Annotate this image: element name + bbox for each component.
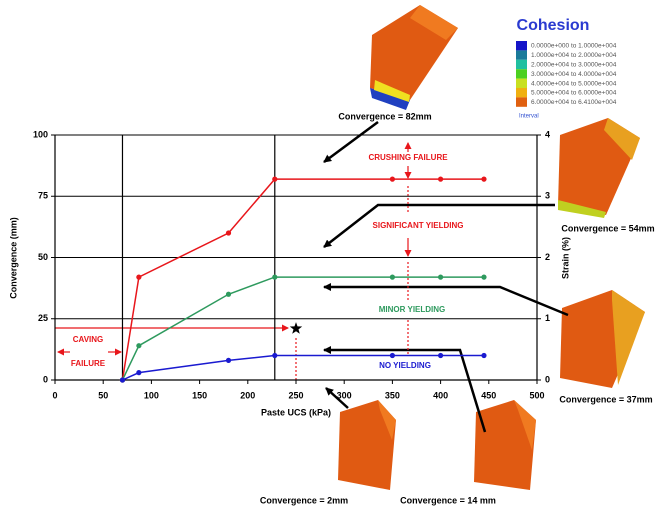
legend-swatch	[516, 41, 527, 51]
model-block	[370, 5, 458, 110]
data-point	[389, 274, 395, 280]
legend-swatch	[516, 50, 527, 60]
y-tick-label: 0	[43, 374, 48, 384]
legend-label: 4.0000e+004 to 5.0000e+004	[531, 80, 617, 87]
model-block	[558, 118, 640, 218]
y2-axis-label: Strain (%)	[560, 237, 570, 279]
x-tick-label: 50	[98, 390, 108, 400]
legend-note: Interval	[519, 114, 539, 120]
legend-title: Cohesion	[517, 17, 590, 34]
data-point	[438, 352, 444, 359]
caption: Convergence = 37mm	[559, 394, 652, 404]
legend-label: 2.0000e+004 to 3.0000e+004	[531, 62, 617, 69]
data-point	[272, 352, 278, 359]
y-axis-label: Convergence (mm)	[8, 217, 18, 299]
x-tick-label: 500	[529, 390, 544, 400]
data-point	[272, 274, 278, 280]
star-marker	[289, 322, 303, 334]
legend-label: 5.0000e+004 to 6.0000e+004	[531, 90, 617, 97]
y2-tick-label: 3	[545, 191, 550, 201]
data-point	[481, 274, 487, 280]
y2-tick-label: 0	[545, 374, 550, 384]
annotation: NO YIELDING	[379, 361, 431, 370]
data-point	[389, 176, 395, 182]
annotation: CAVING	[73, 335, 104, 344]
x-tick-label: 150	[192, 390, 207, 400]
x-tick-label: 300	[337, 390, 352, 400]
data-point	[119, 377, 126, 383]
x-tick-label: 450	[481, 390, 496, 400]
data-point	[136, 370, 142, 376]
annotation: FAILURE	[71, 359, 106, 368]
pointer-arrows	[323, 120, 569, 433]
caption: Convergence = 2mm	[260, 495, 348, 505]
model-block	[560, 290, 645, 388]
data-point	[225, 291, 232, 297]
data-point	[136, 274, 142, 280]
y2-tick-label: 4	[545, 129, 550, 139]
legend-swatch	[516, 88, 527, 98]
caption: Convergence = 14 mm	[400, 495, 496, 505]
legend-label: 6.0000e+004 to 6.4100e+004	[531, 99, 617, 106]
legend-swatch	[516, 97, 527, 107]
y-tick-label: 100	[33, 129, 48, 139]
y-tick-label: 75	[38, 191, 48, 201]
y-tick-label: 25	[38, 313, 48, 323]
model-block	[474, 400, 536, 490]
legend-label: 0.0000e+000 to 1.0000e+004	[531, 43, 617, 50]
annotation: CRUSHING FAILURE	[368, 153, 448, 162]
legend-label: 1.0000e+004 to 2.0000e+004	[531, 52, 617, 59]
data-point	[389, 352, 395, 359]
data-point	[481, 352, 487, 359]
legend-swatch	[516, 59, 527, 70]
data-point	[272, 176, 278, 182]
annotation: SIGNIFICANT YIELDING	[373, 221, 464, 230]
legend-swatch	[516, 78, 527, 88]
x-tick-label: 100	[144, 390, 159, 400]
model-block	[338, 400, 396, 490]
x-axis-label: Paste UCS (kPa)	[261, 407, 331, 417]
data-point	[225, 230, 232, 236]
y-tick-label: 50	[38, 252, 48, 262]
caption: Convergence = 82mm	[338, 111, 431, 121]
x-tick-label: 200	[240, 390, 255, 400]
data-point	[438, 176, 444, 182]
y2-tick-label: 2	[545, 252, 550, 262]
annotation: MINOR YIELDING	[379, 305, 446, 314]
legend-swatch	[516, 69, 527, 79]
caption: Convergence = 54mm	[561, 223, 654, 233]
x-tick-label: 250	[288, 390, 303, 400]
guide-arrows	[55, 142, 412, 380]
y2-tick-label: 1	[545, 313, 550, 323]
x-tick-label: 350	[385, 390, 400, 400]
data-point	[438, 274, 444, 280]
data-point	[136, 343, 142, 349]
data-point	[481, 176, 487, 182]
x-tick-label: 400	[433, 390, 448, 400]
legend-label: 3.0000e+004 to 4.0000e+004	[531, 71, 617, 78]
x-tick-label: 0	[52, 390, 57, 400]
data-point	[225, 357, 232, 363]
